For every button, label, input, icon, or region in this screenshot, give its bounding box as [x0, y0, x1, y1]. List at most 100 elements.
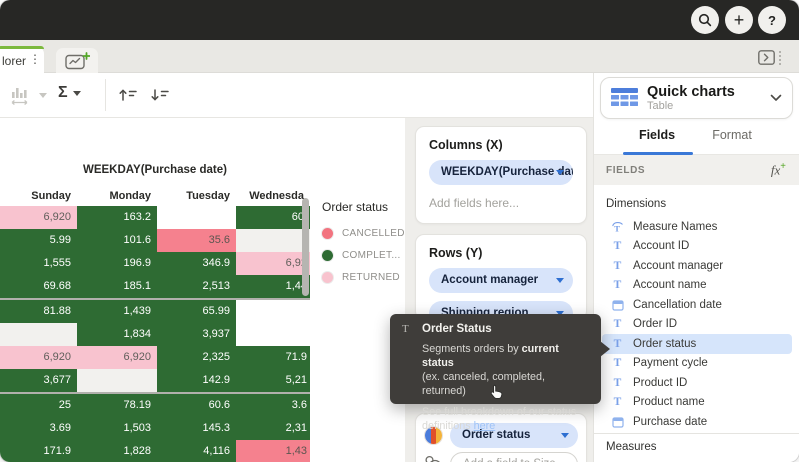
field-item-cancellation-date[interactable]: Cancellation date: [594, 295, 799, 315]
column-header[interactable]: Sunday: [0, 186, 77, 206]
table-cell[interactable]: 2,325: [157, 346, 236, 369]
table-cell[interactable]: 2,513: [157, 275, 236, 298]
table-cell[interactable]: 25: [0, 394, 77, 417]
search-button[interactable]: [691, 6, 719, 34]
table-cell[interactable]: 101.6: [77, 229, 157, 252]
table-cell[interactable]: 5,21: [236, 369, 310, 392]
field-item-measure-names[interactable]: TMeasure Names: [594, 217, 799, 237]
table-scrollbar[interactable]: [302, 198, 309, 296]
table-cell[interactable]: [236, 229, 310, 252]
table-cell[interactable]: 163.2: [77, 206, 157, 229]
field-item-label: Purchase date: [633, 416, 707, 428]
status-definitions-link[interactable]: here: [474, 420, 496, 432]
pill-weekday-purchase-date[interactable]: WEEKDAY(Purchase date): [429, 160, 573, 185]
table-cell[interactable]: 78.19: [77, 394, 157, 417]
table-cell[interactable]: 185.1: [77, 275, 157, 298]
field-item-account-id[interactable]: TAccount ID: [594, 237, 799, 257]
table-cell[interactable]: 1,44: [236, 275, 310, 298]
field-item-account-manager[interactable]: TAccount manager: [594, 256, 799, 276]
table-cell[interactable]: 81.88: [0, 300, 77, 323]
table-cell[interactable]: 3.69: [0, 417, 77, 440]
chevron-down-icon: [39, 93, 47, 98]
new-chart-tab[interactable]: [56, 48, 98, 74]
tab-explorer[interactable]: lorer ⋮: [0, 46, 44, 74]
table-cell[interactable]: 3,937: [157, 323, 236, 346]
table-cell[interactable]: 69.68: [0, 275, 77, 298]
table-cell[interactable]: 6,920: [77, 346, 157, 369]
table-cell[interactable]: 1,834: [77, 323, 157, 346]
table-cell[interactable]: 2,31: [236, 417, 310, 440]
sort-ascending-button[interactable]: [118, 88, 138, 102]
table-cell[interactable]: 1,43: [236, 440, 310, 462]
legend-item-label: COMPLET...: [342, 250, 401, 261]
table-cell[interactable]: 171.9: [0, 440, 77, 462]
legend-title: Order status: [322, 200, 405, 214]
table-cell[interactable]: [236, 323, 310, 346]
table-cell[interactable]: 71.9: [236, 346, 310, 369]
legend-dot: [322, 272, 333, 283]
table-cell[interactable]: 196.9: [77, 252, 157, 275]
field-item-product-id[interactable]: TProduct ID: [594, 373, 799, 393]
column-header[interactable]: Wednesda: [236, 186, 310, 206]
table-cell[interactable]: 1,439: [77, 300, 157, 323]
table-cell[interactable]: [157, 206, 236, 229]
columns-shelf-title: Columns (X): [429, 138, 573, 152]
legend-item[interactable]: CANCELLED: [322, 222, 405, 244]
table-cell[interactable]: 6,920: [0, 206, 77, 229]
table-cell[interactable]: 60.6: [157, 394, 236, 417]
field-item-label: Account ID: [633, 240, 689, 252]
legend-item[interactable]: COMPLET...: [322, 244, 405, 266]
field-item-label: Order status: [633, 338, 696, 350]
table-cell[interactable]: 1,555: [0, 252, 77, 275]
table-cell[interactable]: 3,677: [0, 369, 77, 392]
table-cell[interactable]: 142.9: [157, 369, 236, 392]
table-cell[interactable]: 4,116: [157, 440, 236, 462]
table-cell[interactable]: 1,503: [77, 417, 157, 440]
text-field-icon: T: [611, 357, 624, 369]
chevron-down-icon: [770, 94, 782, 102]
table-cell[interactable]: 35.6: [157, 229, 236, 252]
legend-item[interactable]: RETURNED: [322, 266, 405, 288]
column-header[interactable]: Tuesday: [157, 186, 236, 206]
add-button[interactable]: +: [725, 6, 753, 34]
help-button[interactable]: ?: [758, 6, 786, 34]
field-item-order-id[interactable]: TOrder ID: [594, 315, 799, 335]
table-cell[interactable]: [0, 323, 77, 346]
pill-account-manager[interactable]: Account manager: [429, 268, 573, 293]
table-cell[interactable]: 145.3: [157, 417, 236, 440]
field-item-account-name[interactable]: TAccount name: [594, 276, 799, 296]
tab-fields[interactable]: Fields: [619, 128, 695, 142]
chart-type-button[interactable]: [10, 84, 47, 106]
field-item-label: Payment cycle: [633, 357, 708, 369]
tab-menu-icon[interactable]: ⋮: [29, 52, 41, 66]
field-item-product-name[interactable]: TProduct name: [594, 393, 799, 413]
size-field-dropzone[interactable]: Add a field to Size: [450, 452, 578, 462]
field-item-order-status[interactable]: T Order status: [602, 334, 792, 354]
table-cell[interactable]: 5.99: [0, 229, 77, 252]
text-field-icon: T: [611, 338, 624, 350]
field-item-label: Measure Names: [633, 221, 717, 233]
pill-label: WEEKDAY(Purchase date): [441, 166, 573, 178]
sort-descending-button[interactable]: [150, 88, 170, 102]
table-cell[interactable]: 65.99: [157, 300, 236, 323]
table-cell[interactable]: 1,828: [77, 440, 157, 462]
chart-type-selector[interactable]: Quick charts Table: [600, 77, 793, 119]
field-item-label: Product ID: [633, 377, 687, 389]
table-cell[interactable]: 6,92: [236, 252, 310, 275]
collapse-panel-button[interactable]: [758, 50, 781, 65]
field-item-purchase-date[interactable]: Purchase date: [594, 412, 799, 432]
create-calculated-field-button[interactable]: fx+: [771, 161, 786, 178]
table-cell[interactable]: 346.9: [157, 252, 236, 275]
table-cell[interactable]: 6,920: [0, 346, 77, 369]
column-header[interactable]: Monday: [77, 186, 157, 206]
table-cell[interactable]: 60.: [236, 206, 310, 229]
table-cell[interactable]: [77, 369, 157, 392]
field-item-payment-cycle[interactable]: T Payment cycle: [594, 354, 799, 374]
aggregate-button[interactable]: Σ: [58, 84, 81, 102]
table-row: 3,677 142.95,21: [0, 369, 310, 392]
tab-format[interactable]: Format: [694, 128, 770, 142]
table-cell[interactable]: [236, 300, 310, 323]
add-fields-dropzone[interactable]: Add fields here...: [429, 196, 573, 210]
table-cell[interactable]: 3.6: [236, 394, 310, 417]
chevron-down-icon: [556, 170, 564, 175]
